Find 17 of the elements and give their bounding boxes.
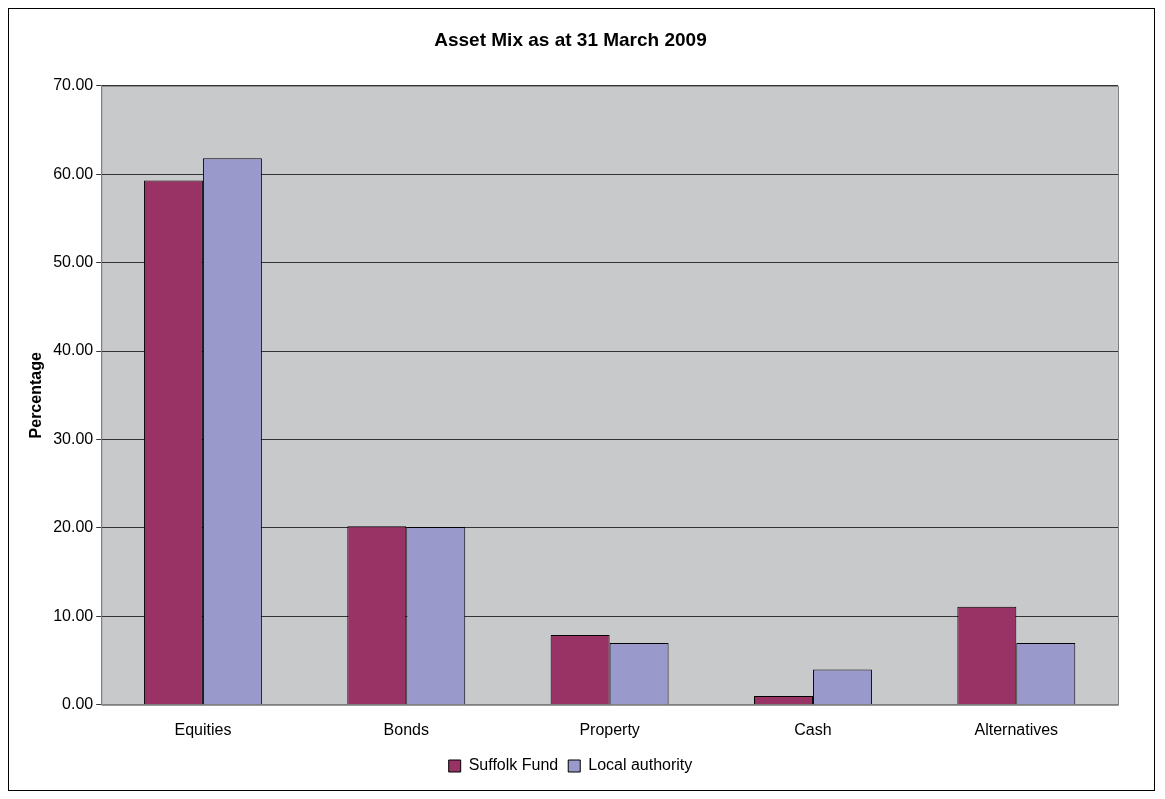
chart-title: Asset Mix as at 31 March 2009 — [434, 28, 707, 50]
y-tick-label: 30.00 — [53, 429, 94, 447]
x-tick-label: Property — [579, 720, 640, 738]
y-tick-label: 10.00 — [53, 606, 94, 624]
legend-label: Suffolk Fund — [468, 756, 559, 774]
y-tick-label: 0.00 — [62, 695, 94, 713]
y-tick-label: 20.00 — [53, 518, 94, 536]
y-axis-title: Percentage — [27, 352, 45, 439]
y-tick-label: 60.00 — [53, 164, 94, 182]
y-tick-label: 40.00 — [53, 341, 94, 359]
y-tick-label: 70.00 — [53, 76, 94, 94]
x-tick-label: Cash — [794, 720, 832, 738]
x-tick-label: Alternatives — [974, 720, 1059, 738]
legend-label: Local authority — [588, 756, 693, 774]
y-tick-label: 50.00 — [53, 253, 94, 271]
x-tick-label: Bonds — [383, 720, 429, 738]
x-tick-label: Equities — [174, 720, 232, 738]
